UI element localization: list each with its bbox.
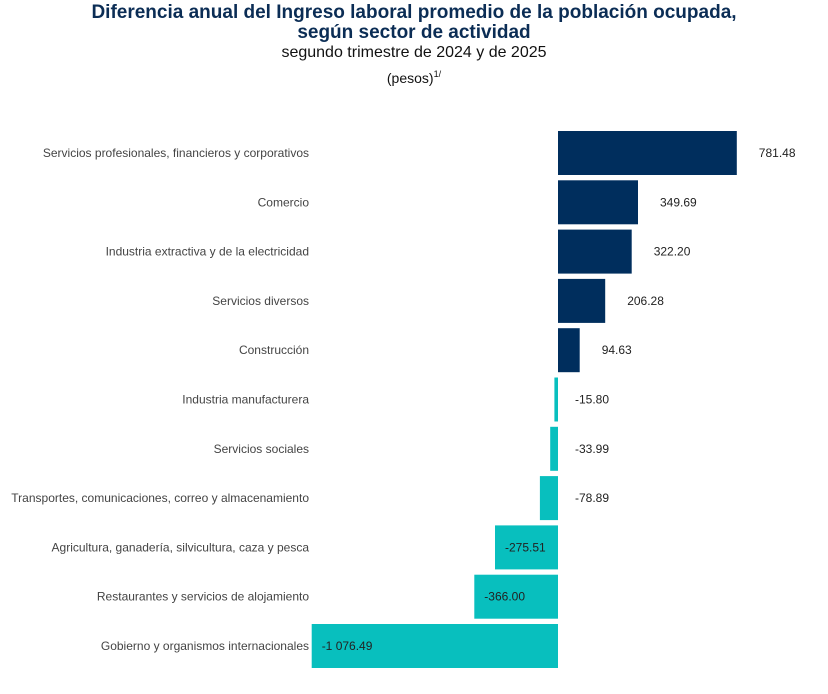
value-label: 349.69 <box>660 195 697 209</box>
chart-title-line1: Diferencia anual del Ingreso laboral pro… <box>91 2 737 23</box>
bar <box>558 131 737 175</box>
bar <box>539 476 558 521</box>
value-label: 206.28 <box>627 294 664 308</box>
value-label: -78.89 <box>575 491 609 505</box>
category-label: Servicios sociales <box>214 442 309 456</box>
category-label: Gobierno y organismos internacionales <box>101 639 309 653</box>
category-label: Comercio <box>258 195 310 209</box>
category-label: Industria manufacturera <box>182 393 309 407</box>
bar <box>558 180 638 225</box>
category-label: Servicios diversos <box>212 294 309 308</box>
category-label: Construcción <box>239 343 309 357</box>
category-label: Servicios profesionales, financieros y c… <box>43 146 309 160</box>
value-label: 322.20 <box>654 245 691 259</box>
category-label: Restaurantes y servicios de alojamiento <box>97 590 309 604</box>
units-label: (pesos) <box>386 70 434 86</box>
chart-header: Diferencia anual del Ingreso laboral pro… <box>0 0 828 87</box>
value-label: -275.51 <box>505 540 546 554</box>
bar <box>554 377 558 422</box>
bar <box>474 574 558 619</box>
value-label: -1 076.49 <box>322 639 373 653</box>
chart-subtitle: segundo trimestre de 2024 y de 2025 <box>281 44 547 61</box>
value-label: -33.99 <box>575 442 609 456</box>
units-footnote-mark: 1/ <box>433 69 442 79</box>
bar <box>495 525 558 570</box>
bar <box>558 328 580 373</box>
value-label: -15.80 <box>575 393 609 407</box>
chart-title-line2: según sector de actividad <box>297 22 531 43</box>
category-label: Industria extractiva y de la electricida… <box>106 245 309 259</box>
chart-units: (pesos)1/ <box>0 66 828 86</box>
bar <box>311 624 558 668</box>
value-label: 781.48 <box>759 146 796 160</box>
bar <box>558 229 632 274</box>
category-label: Transportes, comunicaciones, correo y al… <box>11 491 309 505</box>
bar <box>558 278 606 323</box>
category-label: Agricultura, ganadería, silvicultura, ca… <box>52 540 310 554</box>
value-label: -366.00 <box>484 590 525 604</box>
value-label: 94.63 <box>602 343 632 357</box>
bar <box>550 426 558 471</box>
